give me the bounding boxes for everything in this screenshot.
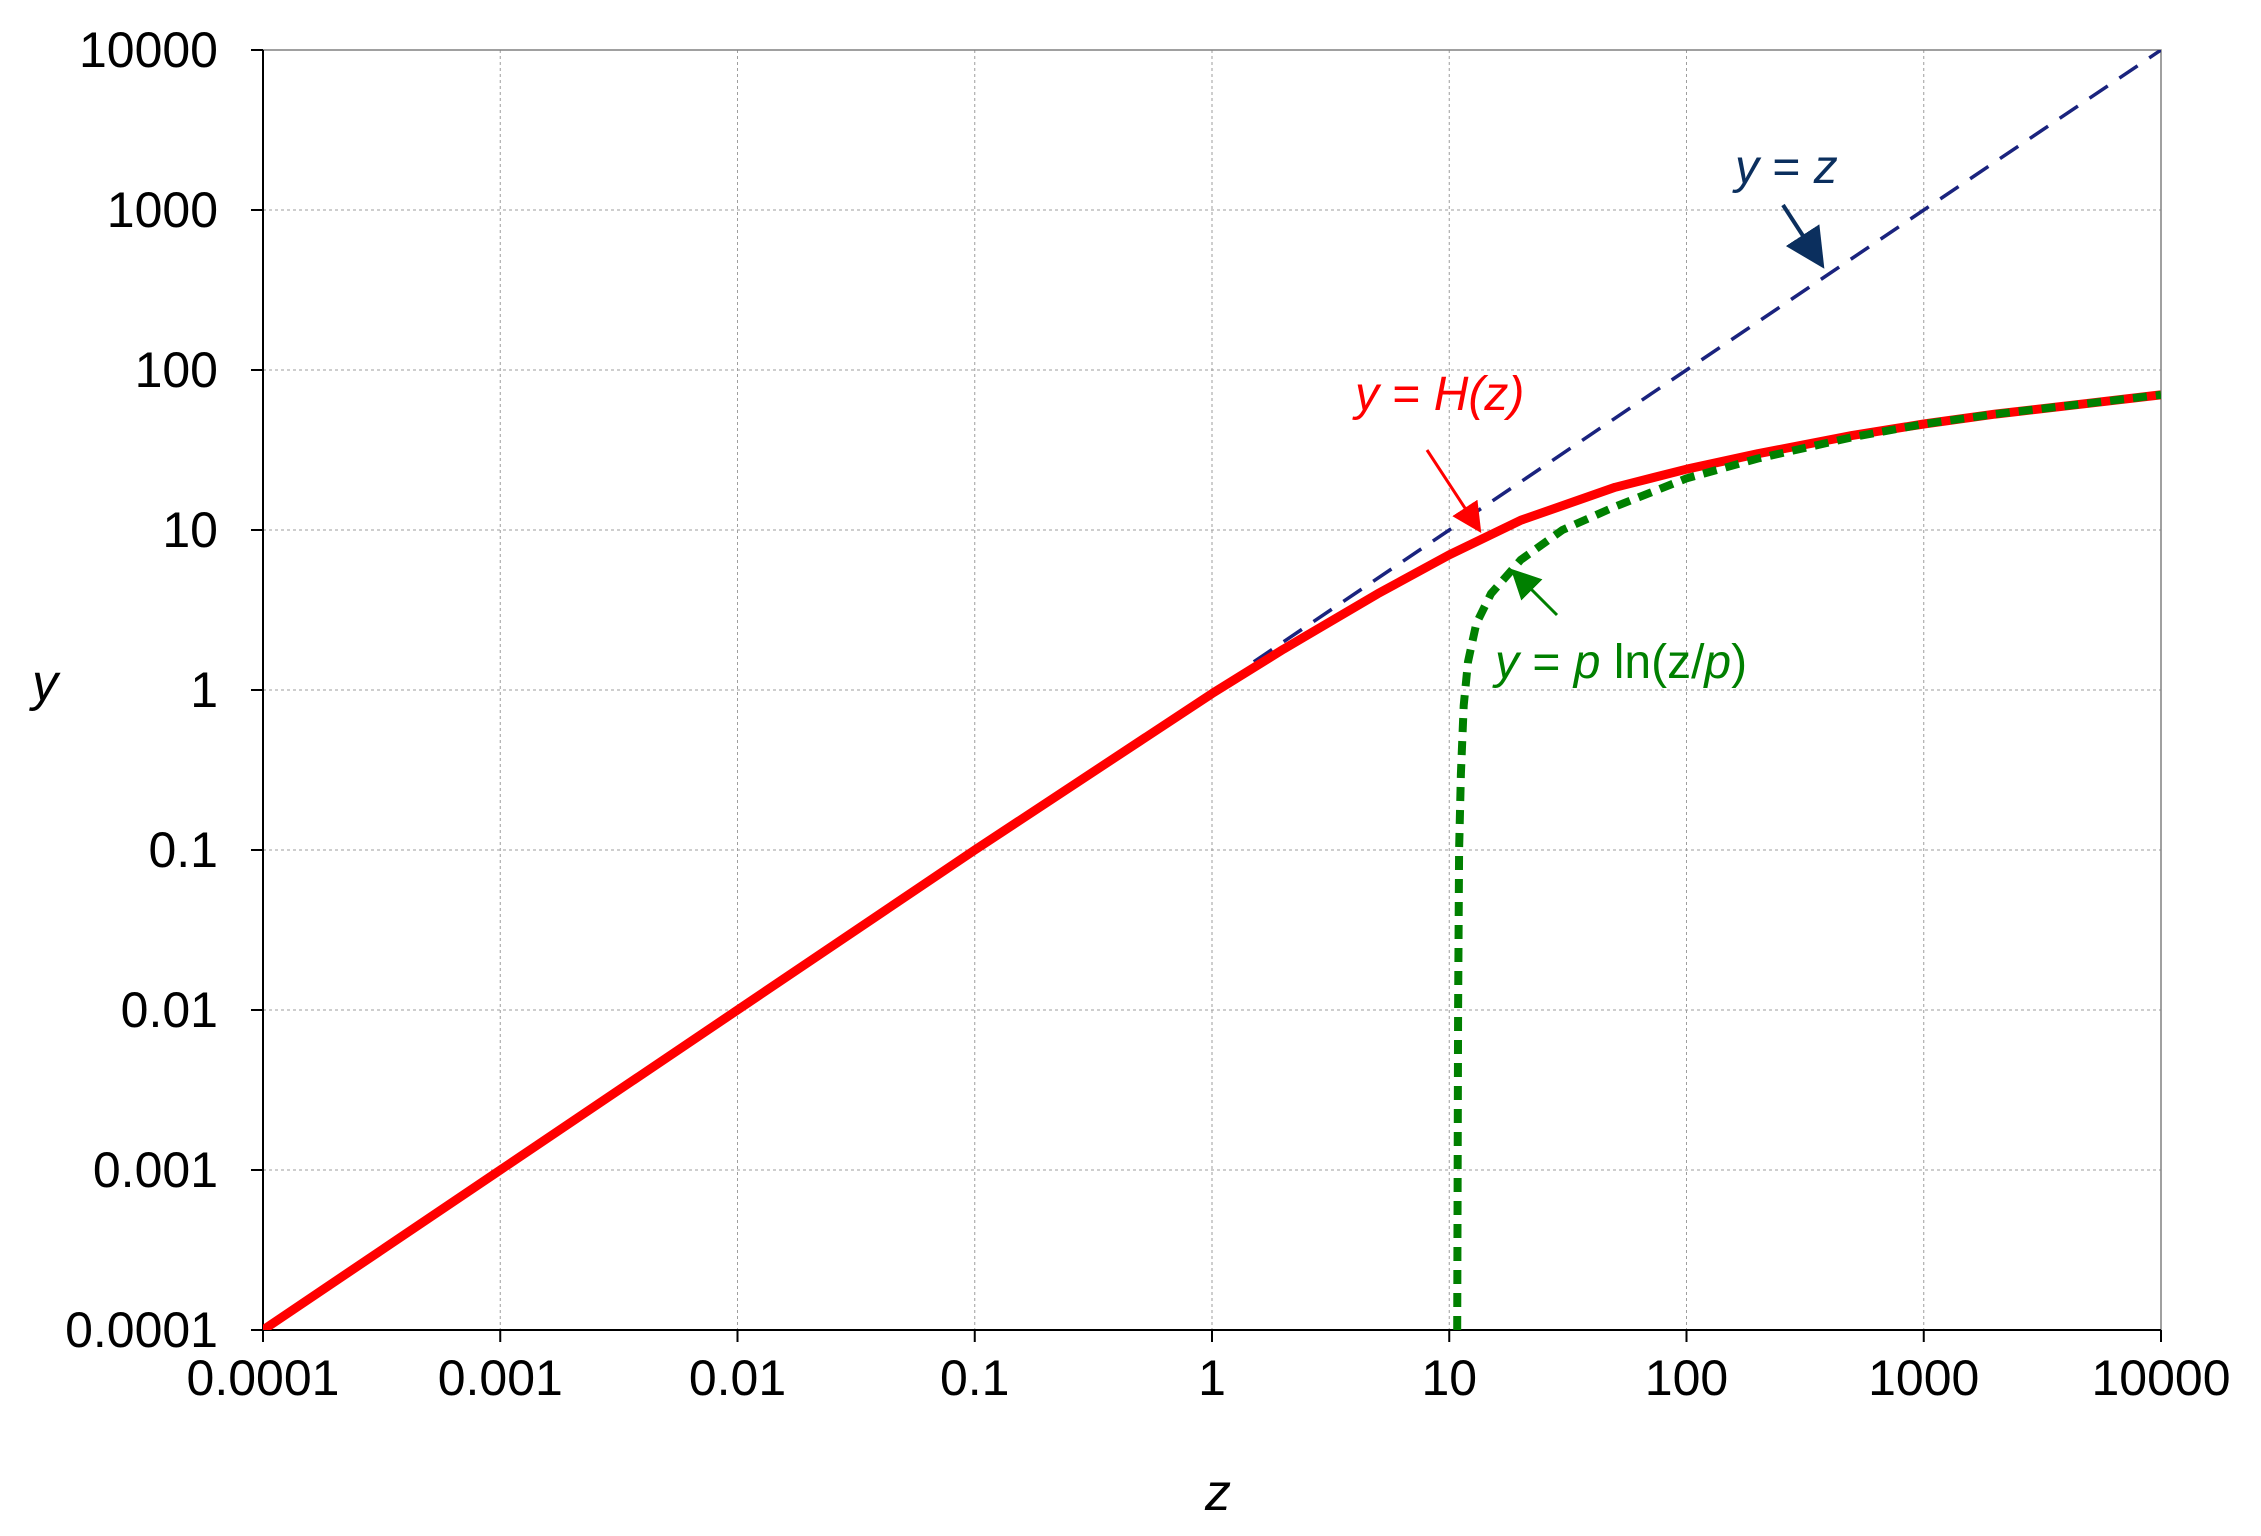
- series-layer: [263, 50, 2161, 1330]
- annotation-part: y: [1492, 636, 1522, 689]
- series-line-0: [1252, 50, 2161, 664]
- axes: 0.0001 0.001 0.01 0.1 1 10 100 1000 10000 0.0001…: [65, 22, 2230, 1406]
- annotation-part: z: [1813, 141, 1838, 194]
- annotation-y-equals-p-ln: y = p ln(z/p): [1492, 636, 1747, 689]
- annotation-part: H(z): [1434, 368, 1525, 421]
- x-axis-title: z: [1204, 1464, 1231, 1522]
- annotation-part: p: [1702, 636, 1731, 689]
- y-tick-label: 100: [135, 342, 218, 398]
- x-tick-label: 10: [1421, 1350, 1477, 1406]
- series-line-2: [1453, 390, 2161, 1330]
- series-line-1: [263, 390, 2161, 1330]
- y-tick-label: 0.01: [121, 982, 218, 1038]
- annotation-part: y: [1732, 141, 1762, 194]
- y-tick-label: 10: [162, 502, 218, 558]
- annotation-arrow-y-equals-p-ln: [1510, 568, 1559, 617]
- y-tick-label: 1: [190, 662, 218, 718]
- x-tick-label: 100: [1645, 1350, 1728, 1406]
- annotation-y-equals-hz: y = H(z): [1352, 368, 1524, 421]
- x-tick-label: 1: [1198, 1350, 1226, 1406]
- annotation-part: p: [1572, 636, 1601, 689]
- x-tick-label: 0.0001: [187, 1350, 340, 1406]
- y-tick-label: 0.0001: [65, 1302, 218, 1358]
- annotation-part: ln(z/: [1600, 636, 1705, 689]
- x-tick-label: 1000: [1868, 1350, 1979, 1406]
- y-tick-label: 10000: [79, 22, 218, 78]
- annotation-arrow-y-equals-z: [1781, 203, 1825, 269]
- annotation-part: =: [1379, 368, 1434, 421]
- x-tick-label: 0.01: [689, 1350, 786, 1406]
- annotations: y = z y = H(z) y = p ln(z/p): [1352, 141, 1838, 689]
- annotation-part: ): [1731, 636, 1747, 689]
- x-tick-label: 0.001: [438, 1350, 563, 1406]
- y-ticks: 0.0001 0.001 0.01 0.1 1 10 100 1000 10000: [65, 22, 263, 1358]
- y-tick-label: 1000: [107, 182, 218, 238]
- annotation-part: =: [1759, 141, 1814, 194]
- x-tick-label: 10000: [2091, 1350, 2230, 1406]
- x-tick-label: 0.1: [940, 1350, 1010, 1406]
- annotation-y-equals-z: y = z: [1732, 141, 1838, 194]
- annotation-arrow-y-equals-hz: [1425, 449, 1482, 534]
- y-axis-title: y: [29, 654, 61, 712]
- annotation-part: =: [1519, 636, 1574, 689]
- y-tick-label: 0.001: [93, 1142, 218, 1198]
- x-ticks: 0.0001 0.001 0.01 0.1 1 10 100 1000 10000: [187, 1330, 2231, 1406]
- y-tick-label: 0.1: [148, 822, 218, 878]
- annotation-part: y: [1352, 368, 1382, 421]
